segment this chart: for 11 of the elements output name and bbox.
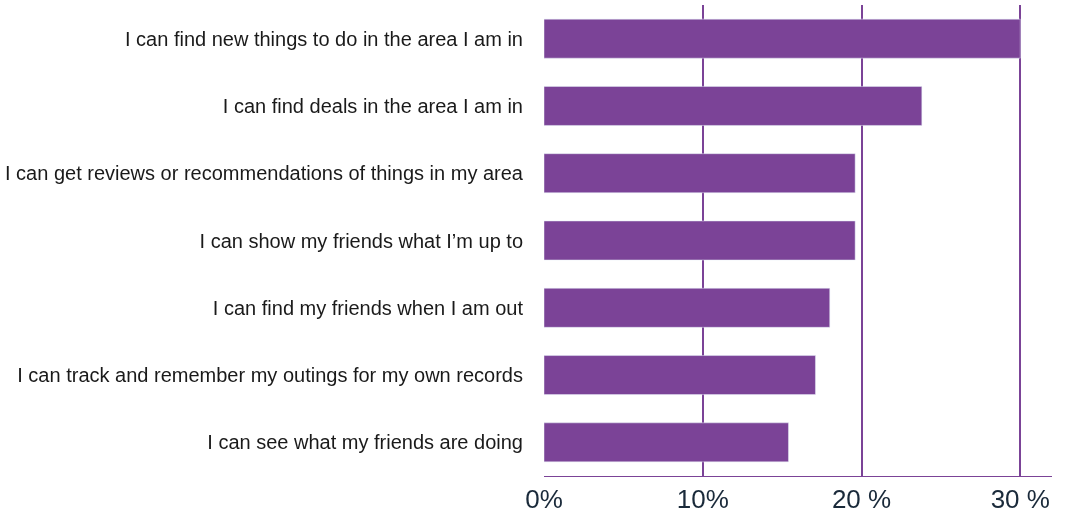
y-tick-label: I can find my friends when I am out [212,296,524,319]
y-tick-label: I can track and remember my outings for my own records [17,364,523,387]
x-tick-label: 20 % [831,484,892,515]
x-tick-label: 0% [525,484,563,515]
y-tick-label: I can get reviews or recommendations of things in my area [4,162,524,185]
y-tick-label: I can show my friends what I’m up to [199,229,523,252]
x-tick-label: 30 % [990,484,1050,515]
y-tick-label: I can find new things to do in the area I am in [124,27,523,50]
x-tick-label: 10% [676,484,729,515]
y-tick-label: I can see what my friends are doing [207,431,523,454]
y-tick-label: I can find deals in the area I am in [222,94,523,117]
